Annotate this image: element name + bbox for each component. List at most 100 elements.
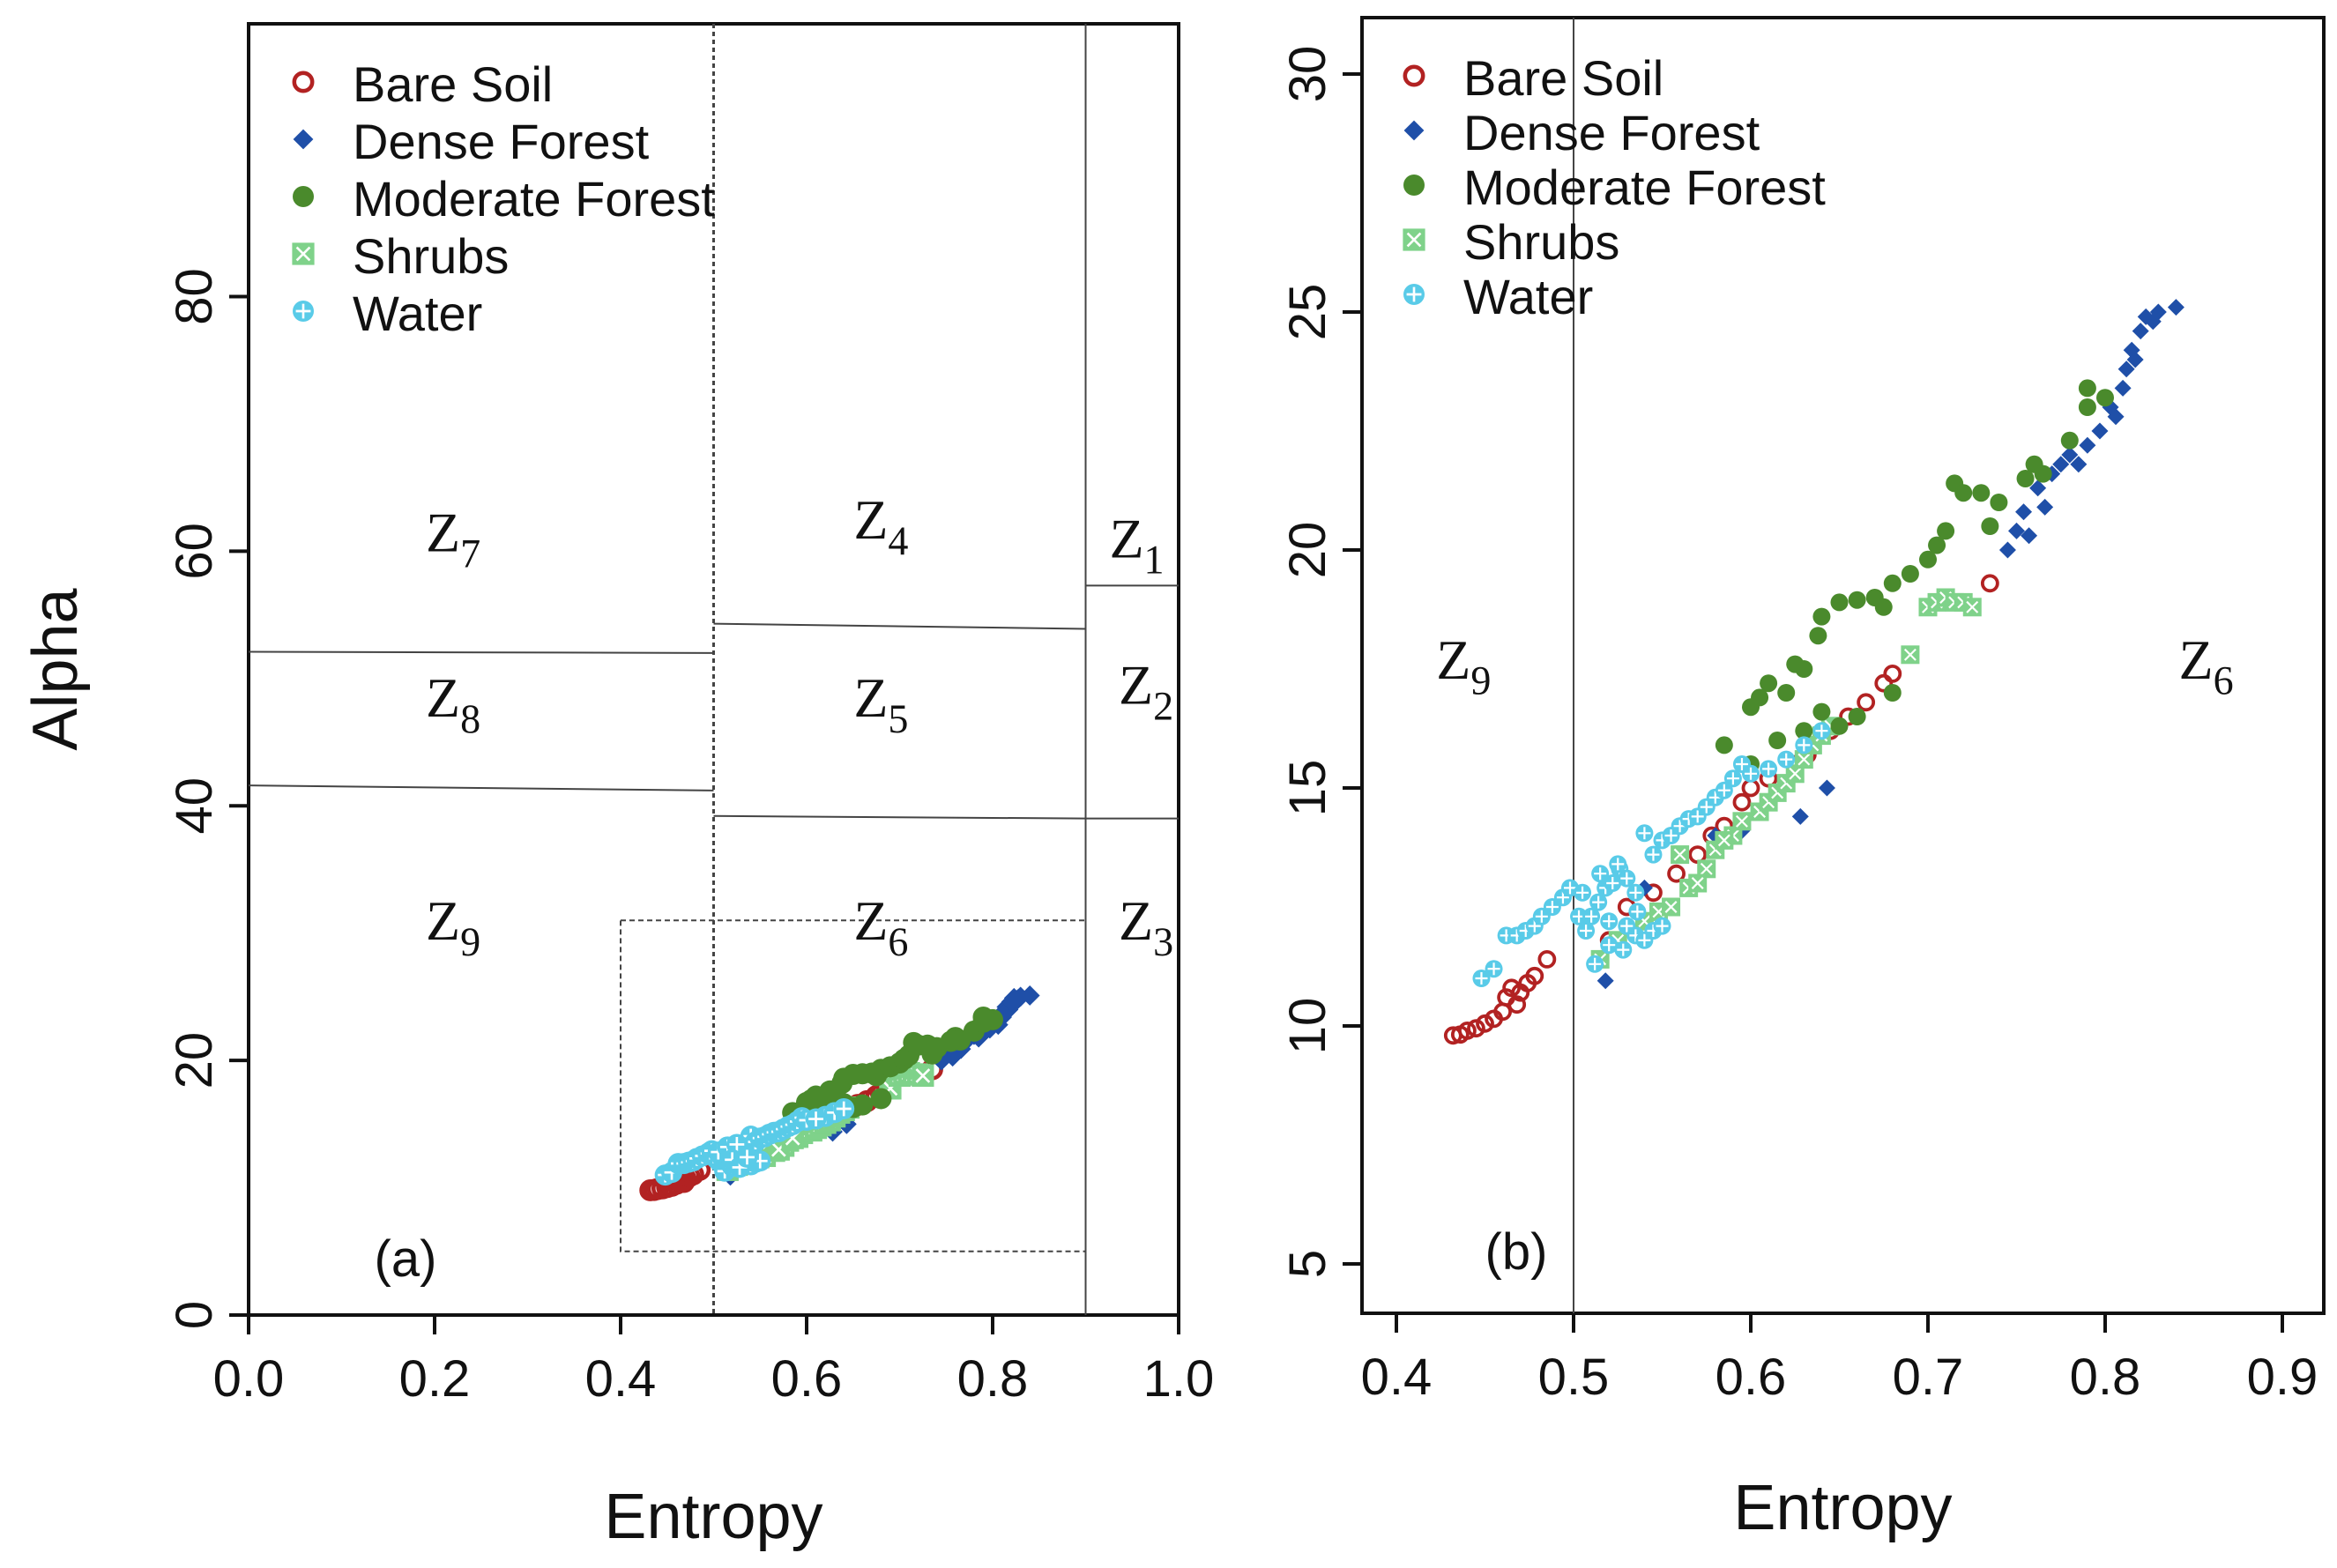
legend-label: Shrubs	[1463, 214, 1619, 270]
point-dense-forest	[1999, 542, 2016, 559]
point-shrubs	[1671, 846, 1688, 863]
series-shrubs	[1592, 590, 1981, 968]
legend-marker-shrubs	[1404, 230, 1425, 250]
x-tick-label: 0.8	[2070, 1349, 2141, 1406]
point-water	[1609, 855, 1626, 873]
panel-label: (b)	[1485, 1223, 1548, 1281]
point-dense-forest	[2036, 499, 2053, 516]
x-tick-label: 0.2	[399, 1350, 471, 1408]
y-tick-label: 80	[166, 268, 223, 325]
zone-label-z9: Z9	[1436, 628, 1491, 703]
y-tick-label: 15	[1279, 760, 1336, 817]
point-bare-soil	[1858, 695, 1873, 710]
point-water	[1586, 955, 1604, 973]
legend-label: Water	[1463, 269, 1593, 324]
zone-label-z9: Z9	[426, 889, 480, 964]
legend-marker-moderate-forest	[293, 186, 314, 207]
point-moderate-forest	[2061, 432, 2079, 450]
data-points	[1446, 299, 2184, 1043]
legend-label: Moderate Forest	[1463, 160, 1826, 215]
x-tick-label: 0.4	[585, 1350, 657, 1408]
point-shrubs	[912, 1066, 933, 1086]
point-moderate-forest	[1972, 484, 1990, 502]
point-shrubs	[1663, 899, 1679, 916]
legend-marker-water	[1403, 284, 1425, 305]
legend-label: Bare Soil	[1463, 50, 1663, 106]
legend-marker-shrubs	[294, 244, 314, 264]
point-bare-soil	[1744, 781, 1759, 796]
legend-label: Dense Forest	[1463, 105, 1760, 160]
zone-label-z2: Z2	[1119, 654, 1173, 729]
legend-marker-moderate-forest	[1403, 175, 1425, 196]
point-dense-forest	[2015, 503, 2032, 520]
zone-label-z6: Z6	[2178, 628, 2233, 703]
zone-label-z4: Z4	[853, 488, 908, 563]
zone-boundary-horizontal	[714, 624, 1086, 629]
point-dense-forest	[1819, 780, 1835, 797]
series-water	[655, 1098, 855, 1185]
x-tick-label: 0.9	[2247, 1349, 2318, 1406]
panel-a: 0.0 0.2 0.4 0.6 0.8 1.0 0 20 40 60 80 Entropy Alpha Z…	[20, 24, 1214, 1552]
x-tick-label: 0.0	[213, 1350, 285, 1408]
y-tick-label: 10	[1279, 998, 1336, 1055]
y-axis: 020406080	[166, 268, 249, 1329]
point-water	[1654, 918, 1671, 935]
x-tick-label: 0.5	[1538, 1349, 1610, 1406]
point-water	[1628, 903, 1646, 920]
point-bare-soil	[1539, 952, 1554, 967]
point-water	[1574, 884, 1591, 902]
panel-b: 0.4 0.5 0.6 0.7 0.8 0.9 5 10 15 20 25 30 Entropy Z9 Z6…	[1279, 18, 2324, 1543]
point-moderate-forest	[2079, 379, 2096, 397]
legend-marker-bare-soil	[1405, 67, 1423, 85]
point-moderate-forest	[1831, 717, 1849, 735]
y-tick-label: 20	[1279, 522, 1336, 579]
legend-label: Water	[353, 286, 482, 341]
point-water	[1777, 751, 1795, 769]
point-dense-forest	[2115, 380, 2132, 397]
y-tick-label: 20	[166, 1032, 223, 1089]
zone-label-z8: Z8	[426, 666, 480, 741]
point-moderate-forest	[982, 1009, 1003, 1030]
legend-marker-dense-forest	[1404, 121, 1425, 141]
zone-label-z7: Z7	[426, 501, 480, 576]
point-bare-soil	[1734, 795, 1749, 810]
series-moderate-forest	[1716, 379, 2114, 773]
point-moderate-forest	[1884, 684, 1902, 702]
x-axis-label: Entropy	[1733, 1473, 1952, 1543]
x-tick-label: 0.6	[1716, 1349, 1787, 1406]
point-bare-soil	[1885, 666, 1900, 681]
point-shrubs	[1733, 813, 1750, 829]
legend-label: Bare Soil	[353, 56, 553, 112]
point-water	[1635, 824, 1653, 842]
legend-label: Dense Forest	[353, 114, 650, 169]
zoom-region-box	[621, 920, 1086, 1252]
y-tick-label: 30	[1279, 46, 1336, 103]
zone-label-z1: Z1	[1109, 508, 1164, 583]
figure: 0.0 0.2 0.4 0.6 0.8 1.0020406080EntropyAlphaZ…	[0, 0, 2337, 1568]
x-tick-label: 0.6	[771, 1350, 843, 1408]
point-water	[1742, 765, 1760, 783]
point-moderate-forest	[1760, 674, 1777, 692]
x-tick-label: 0.8	[957, 1350, 1029, 1408]
zone-boundary-horizontal	[249, 651, 714, 652]
point-dense-forest	[2132, 323, 2149, 339]
zone-label-z5: Z5	[853, 666, 908, 741]
point-water	[1485, 960, 1503, 977]
x-axis: 0.0 0.2 0.4 0.6 0.8 1.0	[213, 1315, 1215, 1408]
y-axis-label: Alpha	[20, 587, 91, 750]
point-shrubs	[1689, 875, 1706, 892]
legend-marker-bare-soil	[294, 73, 312, 91]
point-moderate-forest	[1812, 703, 1830, 721]
x-tick-label: 0.7	[1893, 1349, 1964, 1406]
point-bare-soil	[1983, 576, 1998, 591]
point-shrubs	[1964, 598, 1981, 615]
point-water	[1760, 760, 1777, 777]
zone-label-z6: Z6	[853, 889, 908, 964]
point-moderate-forest	[1809, 627, 1827, 644]
legend-label: Moderate Forest	[353, 171, 715, 227]
point-moderate-forest	[1812, 608, 1830, 626]
point-water	[833, 1098, 854, 1119]
point-water	[1600, 912, 1618, 930]
